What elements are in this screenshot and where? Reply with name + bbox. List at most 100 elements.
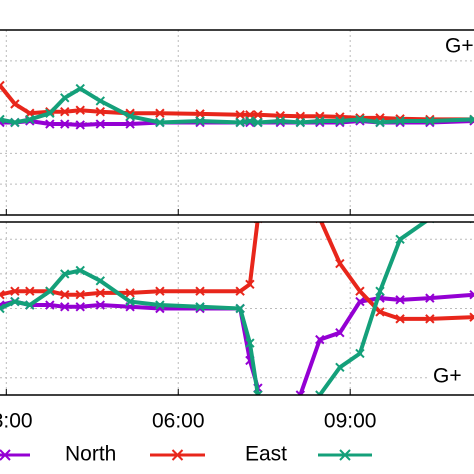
point-marker bbox=[155, 286, 165, 296]
point-marker bbox=[60, 107, 70, 117]
legend-marker bbox=[0, 449, 11, 461]
point-marker bbox=[95, 276, 106, 286]
point-marker bbox=[75, 289, 85, 300]
point-marker bbox=[10, 296, 20, 307]
legend-marker bbox=[171, 449, 184, 461]
point-marker bbox=[25, 114, 35, 125]
point-marker bbox=[75, 302, 85, 312]
annotation-bg bbox=[430, 34, 474, 60]
legend-label: East bbox=[245, 443, 287, 466]
point-marker bbox=[315, 334, 325, 345]
axes-frame bbox=[0, 29, 474, 216]
point-marker bbox=[10, 99, 20, 109]
x-tick-label: 09:00 bbox=[324, 410, 377, 433]
point-marker bbox=[253, 117, 263, 128]
legend-marker bbox=[339, 449, 351, 461]
point-marker bbox=[75, 120, 85, 130]
point-marker bbox=[155, 117, 165, 128]
point-marker bbox=[375, 286, 385, 296]
point-marker bbox=[75, 83, 85, 94]
axes-frame bbox=[0, 221, 474, 396]
point-marker bbox=[60, 269, 70, 279]
point-marker bbox=[195, 302, 205, 312]
point-marker bbox=[155, 300, 165, 310]
point-marker bbox=[195, 286, 205, 296]
point-marker bbox=[375, 117, 385, 128]
point-marker bbox=[355, 114, 365, 125]
point-marker bbox=[235, 303, 245, 314]
point-marker bbox=[395, 295, 405, 305]
point-marker bbox=[75, 265, 85, 276]
point-marker bbox=[469, 114, 474, 125]
point-marker bbox=[45, 286, 55, 296]
point-marker bbox=[60, 119, 70, 129]
point-marker bbox=[95, 288, 106, 298]
point-marker bbox=[125, 111, 135, 122]
point-marker bbox=[395, 116, 405, 126]
point-marker bbox=[425, 116, 435, 126]
point-marker bbox=[315, 390, 325, 395]
point-marker bbox=[60, 93, 70, 103]
x-tick-label: 03:00 bbox=[0, 410, 33, 433]
point-marker bbox=[375, 307, 385, 317]
point-marker bbox=[469, 289, 474, 300]
point-marker bbox=[355, 348, 365, 359]
point-marker bbox=[425, 314, 435, 324]
plot-area bbox=[0, 222, 474, 395]
point-marker bbox=[45, 108, 55, 118]
point-marker bbox=[125, 119, 135, 129]
point-marker bbox=[125, 288, 135, 298]
annotation: G+ bbox=[445, 35, 474, 58]
point-marker bbox=[0, 303, 5, 314]
annotation: G+ bbox=[433, 365, 462, 388]
point-marker bbox=[0, 80, 5, 91]
plot-area bbox=[0, 80, 474, 130]
point-marker bbox=[425, 293, 435, 303]
point-marker bbox=[0, 289, 5, 300]
point-marker bbox=[469, 312, 474, 322]
point-marker bbox=[253, 110, 263, 120]
point-marker bbox=[335, 362, 345, 373]
point-marker bbox=[245, 116, 255, 126]
point-marker bbox=[245, 279, 255, 289]
point-marker bbox=[195, 109, 205, 119]
point-marker bbox=[355, 296, 365, 307]
point-marker bbox=[95, 107, 106, 117]
point-marker bbox=[315, 116, 325, 126]
point-marker bbox=[95, 119, 106, 129]
point-marker bbox=[95, 96, 106, 106]
point-marker bbox=[235, 286, 245, 296]
legend-label: North bbox=[65, 443, 116, 466]
annotation-bg bbox=[430, 364, 474, 390]
point-marker bbox=[95, 300, 106, 310]
point-marker bbox=[75, 105, 85, 115]
point-marker bbox=[155, 108, 165, 118]
point-marker bbox=[335, 328, 345, 338]
point-marker bbox=[45, 119, 55, 129]
point-marker bbox=[25, 286, 35, 296]
point-marker bbox=[0, 114, 5, 125]
point-marker bbox=[10, 117, 20, 128]
point-marker bbox=[335, 116, 345, 126]
point-marker bbox=[295, 390, 306, 395]
point-marker bbox=[395, 234, 405, 245]
point-marker bbox=[235, 110, 245, 120]
point-marker bbox=[245, 338, 255, 348]
point-marker bbox=[355, 286, 365, 296]
point-marker bbox=[235, 117, 245, 128]
point-marker bbox=[125, 296, 135, 307]
point-marker bbox=[195, 116, 205, 126]
point-marker bbox=[395, 314, 405, 324]
point-marker bbox=[335, 258, 345, 269]
series-line bbox=[0, 84, 474, 122]
point-marker bbox=[295, 117, 306, 128]
point-marker bbox=[275, 116, 285, 126]
point-marker bbox=[253, 390, 263, 395]
point-marker bbox=[60, 302, 70, 312]
point-marker bbox=[25, 300, 35, 310]
series-line bbox=[0, 86, 474, 125]
point-marker bbox=[10, 286, 20, 296]
point-marker bbox=[45, 300, 55, 310]
point-marker bbox=[60, 289, 70, 300]
